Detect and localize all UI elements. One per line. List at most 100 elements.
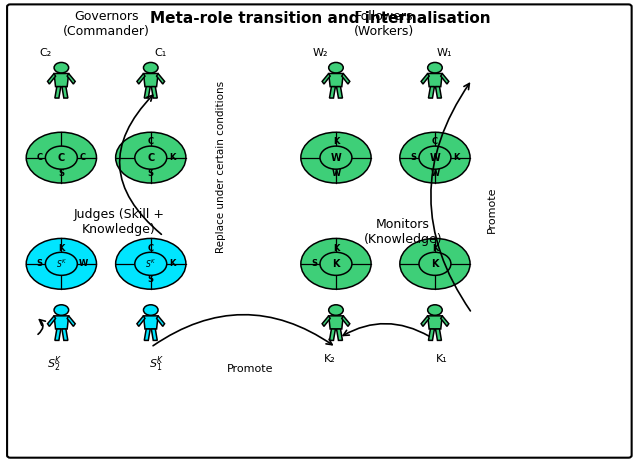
Polygon shape [151,329,157,340]
Text: S: S [311,259,317,269]
Polygon shape [67,316,75,326]
Circle shape [143,305,158,315]
Circle shape [26,132,97,183]
Polygon shape [337,329,342,340]
Text: K: K [333,244,339,253]
Polygon shape [322,316,330,326]
Text: W: W [430,169,440,178]
Text: K: K [170,259,176,269]
Polygon shape [421,316,429,326]
Polygon shape [330,329,335,340]
Circle shape [400,238,470,289]
Text: C: C [80,153,86,162]
Polygon shape [428,87,435,98]
Text: K: K [432,244,438,253]
Polygon shape [330,87,335,98]
Text: S: S [148,169,154,178]
Circle shape [45,252,77,275]
Circle shape [143,63,158,73]
Polygon shape [441,316,449,326]
Text: S: S [148,275,154,284]
Circle shape [419,252,451,275]
Text: S: S [58,169,65,178]
Text: W: W [331,153,341,163]
Circle shape [320,146,352,169]
Polygon shape [47,316,56,326]
Polygon shape [435,87,442,98]
Circle shape [428,63,442,73]
Text: Judges (Skill +
Knowledge): Judges (Skill + Knowledge) [74,208,164,236]
Circle shape [135,146,167,169]
Text: C₁: C₁ [154,48,166,58]
Text: W: W [429,153,440,163]
Polygon shape [428,74,442,87]
Circle shape [26,238,97,289]
Polygon shape [329,316,343,329]
Text: K: K [332,259,340,269]
Polygon shape [342,316,350,326]
Text: W: W [332,169,340,178]
Text: Governors
(Commander): Governors (Commander) [63,10,150,38]
Polygon shape [143,316,158,329]
Text: K₂: K₂ [324,354,335,364]
Circle shape [400,132,470,183]
Text: Monitors
(Knowledge): Monitors (Knowledge) [364,218,442,245]
Circle shape [116,132,186,183]
Polygon shape [67,74,75,84]
Text: C: C [147,153,154,163]
Circle shape [419,146,451,169]
Polygon shape [62,87,68,98]
Text: Followers
(Workers): Followers (Workers) [354,10,414,38]
Circle shape [45,146,77,169]
Polygon shape [143,74,158,87]
Circle shape [54,63,68,73]
Polygon shape [144,87,150,98]
Polygon shape [54,316,68,329]
Polygon shape [62,329,68,340]
Circle shape [54,305,68,315]
Circle shape [135,252,167,275]
Text: W: W [79,259,88,269]
Polygon shape [151,87,157,98]
Circle shape [320,252,352,275]
Polygon shape [54,74,68,87]
Text: S: S [36,259,43,269]
Text: Promote: Promote [487,186,497,233]
Polygon shape [144,329,150,340]
Text: W₂: W₂ [312,48,328,58]
Text: C₂: C₂ [39,48,52,58]
Circle shape [329,305,343,315]
Text: K: K [454,153,460,162]
Polygon shape [435,329,442,340]
Text: $S^K$: $S^K$ [56,257,67,270]
Text: Replace under certain conditions: Replace under certain conditions [216,81,226,253]
Text: C: C [432,138,438,146]
Polygon shape [137,74,145,84]
Text: C: C [58,153,65,163]
Text: Meta-role transition and internalisation: Meta-role transition and internalisation [150,11,490,26]
Circle shape [301,238,371,289]
FancyBboxPatch shape [7,4,632,458]
Text: $S^K_2$: $S^K_2$ [47,354,63,374]
Text: C: C [148,138,154,146]
Polygon shape [329,74,343,87]
Text: K: K [333,138,339,146]
Polygon shape [428,329,435,340]
Polygon shape [428,316,442,329]
Polygon shape [342,74,350,84]
Text: S: S [410,153,416,162]
Polygon shape [55,329,61,340]
Polygon shape [137,316,145,326]
Polygon shape [337,87,342,98]
Text: $S^K$: $S^K$ [145,257,156,270]
Circle shape [301,132,371,183]
Polygon shape [55,87,61,98]
Text: K: K [58,244,65,253]
Text: Promote: Promote [227,364,273,375]
Polygon shape [157,316,164,326]
Polygon shape [421,74,429,84]
Text: W₁: W₁ [436,48,452,58]
Text: $S^K_1$: $S^K_1$ [150,354,165,374]
Text: K: K [170,153,176,162]
Text: K: K [431,259,438,269]
